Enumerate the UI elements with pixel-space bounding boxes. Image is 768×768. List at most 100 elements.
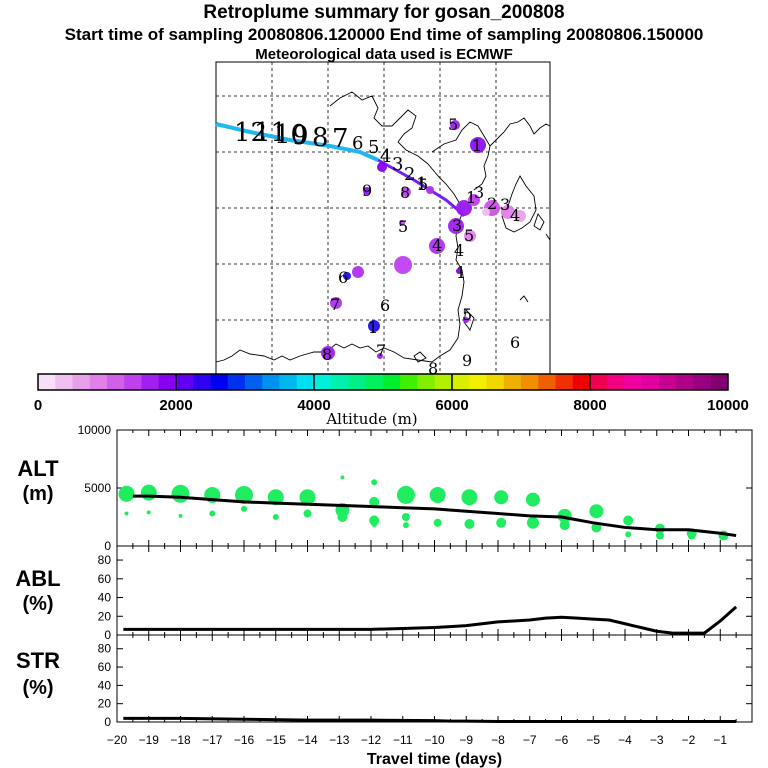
track-day-label: 1 [416,174,427,195]
cluster-day-label: 3 [474,183,484,202]
plume-cluster-marker [426,186,434,194]
plume-cluster-marker [464,230,476,242]
plume-cluster-marker [363,187,371,195]
x-tick-label: −2 [682,733,696,747]
track-day-label: 8 [312,123,329,153]
colorbar-swatch [693,374,712,390]
track-day-label: 3 [392,154,403,175]
colorbar-swatch [176,374,194,390]
plume-cluster-marker [456,200,472,216]
colorbar-tick: 4000 [297,397,330,414]
cluster-day-label: 6 [510,333,520,352]
alt-cluster-point [267,489,284,506]
cluster-day-label: 8 [428,359,438,378]
colorbar-frame [37,373,729,391]
plume-cluster-marker [450,120,460,130]
cluster-day-label: 9 [362,181,372,200]
x-tick-label: −14 [297,733,318,747]
alt-cluster-point [371,479,378,486]
alt-cluster-point [272,514,279,520]
y-tick-label: 40 [98,678,112,692]
colorbar-swatch [193,374,211,390]
cluster-day-label: 5 [448,115,458,134]
track-day-label: 11 [254,118,287,148]
colorbar-tick: 2000 [159,397,192,414]
cluster-day-label: 4 [432,236,442,255]
alt-cluster-point [396,485,415,504]
plume-cluster-marker [456,268,462,274]
alt-cluster-point [124,511,129,516]
track-day-label: 12 [234,118,267,148]
cluster-day-label: 8 [322,345,332,364]
alt-cluster-point [146,510,151,515]
plume-cluster-marker [321,346,335,360]
panel-frame [116,545,753,636]
plume-clusters [321,120,526,360]
alt-cluster-point [559,520,570,531]
y-tick-label: 0 [104,715,111,729]
x-tick-label: −8 [491,733,505,747]
colorbar-swatch [331,374,349,390]
colorbar-swatch [245,374,263,390]
colorbar-swatch [124,374,142,390]
track-day-label: 5 [368,137,379,158]
colorbar-tick: 10000 [707,397,749,414]
alt-cluster-point [299,489,316,506]
plume-cluster-marker [463,317,469,323]
track-day-label: 9 [292,121,309,151]
x-tick-label: −3 [650,733,664,747]
colorbar-swatch [314,374,332,390]
colorbar-swatch [572,374,591,390]
alt-cluster-point [589,504,604,519]
track-day-label: 7 [332,124,349,154]
x-tick-label: −5 [586,733,600,747]
alt-cluster-point [687,531,696,540]
x-tick-label: −6 [555,733,569,747]
alt-cluster-point [429,486,446,503]
plume-cluster-marker [399,220,405,226]
y-tick-label: 60 [98,660,112,674]
x-tick-label: −13 [329,733,350,747]
colorbar-swatch [89,374,108,390]
colorbar-tick-labels: 0 2000 4000 6000 8000 10000 [34,397,749,414]
colorbar-swatch [538,374,556,390]
y-tick-label: 5000 [84,481,111,495]
cluster-day-label: 2 [487,194,497,213]
colorbar-swatch [400,374,418,390]
x-tick-label: −1 [713,733,727,747]
plume-cluster-marker [377,162,387,172]
y-tick-label: 20 [98,609,112,623]
series-line-abl [123,605,738,635]
panel-alt: 10000 5000 0 ALT(m) [17,423,753,553]
cluster-day-label: 8 [400,183,410,202]
colorbar-swatch [72,374,91,390]
y-tick-label: 0 [104,628,111,642]
x-tick-label: −11 [393,733,413,747]
colorbar-tick: 6000 [435,397,468,414]
x-tick-label: −19 [139,733,160,747]
cluster-day-label: 9 [462,351,472,370]
plume-cluster-marker [514,210,526,222]
track-day-label: 10 [274,120,307,150]
x-tick-label: −20 [107,733,128,747]
alt-cluster-point [178,513,183,518]
x-axis-label: Travel time (days) [367,751,502,768]
cluster-day-label: 1 [456,263,466,282]
alt-cluster-point [401,513,410,521]
alt-cluster-point [369,496,380,507]
colorbar-swatch [348,374,367,390]
cluster-day-label: 5 [464,226,474,245]
panel-label: STR [16,648,60,673]
y-tick-label: 60 [98,572,112,586]
colorbar-swatch [55,374,73,390]
cluster-day-label: 6 [338,268,348,287]
cluster-day-label: 4 [510,206,520,225]
colorbar-swatch [590,374,608,390]
alt-cluster-point [525,492,540,507]
y-tick-label: 0 [104,539,111,553]
colorbar-swatch [676,374,694,390]
alt-cluster-point [235,485,253,504]
